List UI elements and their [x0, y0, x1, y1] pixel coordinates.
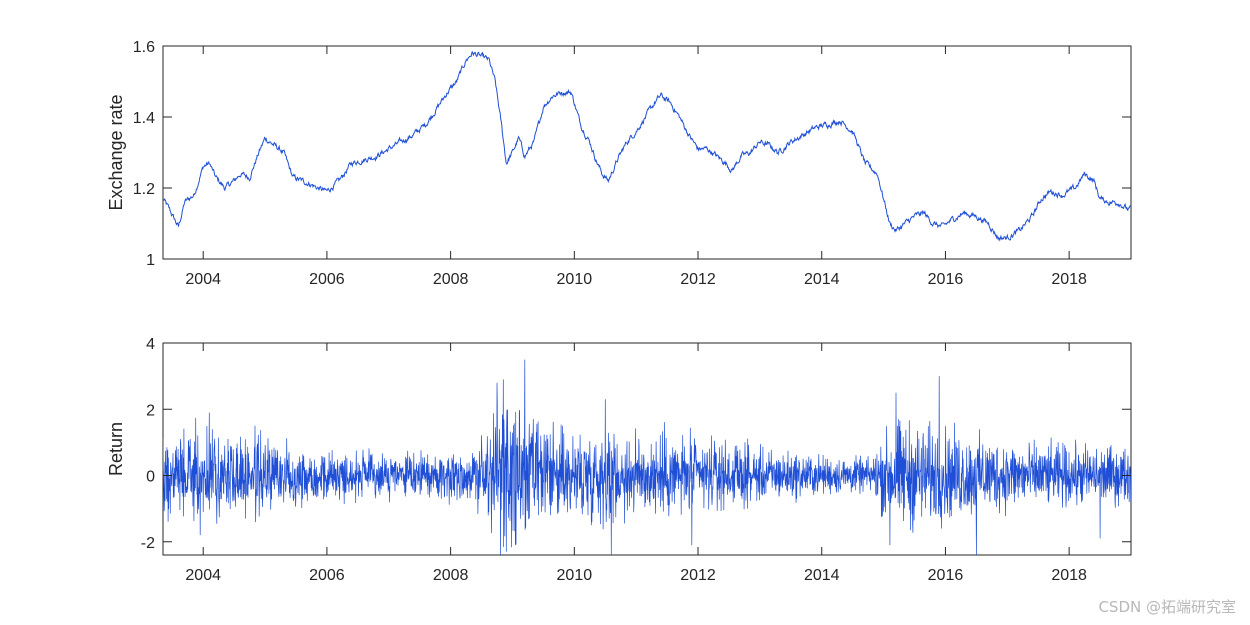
y-tick-label: 1.2: [133, 181, 155, 198]
watermark-text: CSDN @拓端研究室: [1098, 598, 1236, 616]
x-tick-label: 2006: [309, 567, 345, 584]
x-tick-label: 2006: [309, 271, 345, 288]
x-tick-label: 2018: [1051, 567, 1087, 584]
x-tick-label: 2004: [185, 567, 221, 584]
return-y-axis-label: Return: [106, 422, 126, 476]
exchange-rate-y-axis-label: Exchange rate: [106, 94, 126, 210]
return-y-ticks: -2 0 2 4: [141, 336, 1131, 552]
exchange-rate-plot-area: [162, 45, 1132, 260]
x-tick-label: 2008: [433, 271, 469, 288]
return-series-line: [163, 359, 1131, 555]
return-chart: 2004 2006 2008 2010 2012 2014 2016 2018 -2 0 2 4 R…: [106, 336, 1132, 584]
x-tick-label: 2014: [804, 271, 840, 288]
x-tick-label: 2008: [433, 567, 469, 584]
x-tick-label: 2016: [928, 567, 964, 584]
y-tick-label: 0: [146, 469, 155, 486]
return-x-ticks: 2004 2006 2008 2010 2012 2014 2016 2018: [185, 343, 1087, 584]
x-tick-label: 2014: [804, 567, 840, 584]
x-tick-label: 2012: [680, 567, 716, 584]
y-tick-label: 1: [146, 252, 155, 269]
return-series-group: [163, 359, 1131, 555]
x-tick-label: 2010: [557, 567, 593, 584]
exchange-rate-series-line: [163, 50, 1131, 242]
x-tick-label: 2016: [928, 271, 964, 288]
y-tick-label: 1.6: [133, 39, 155, 56]
y-tick-label: 4: [146, 336, 155, 353]
x-tick-label: 2012: [680, 271, 716, 288]
exchange-rate-y-ticks: 1 1.2 1.4 1.6: [133, 39, 1131, 269]
y-tick-label: -2: [141, 535, 155, 552]
x-tick-label: 2018: [1051, 271, 1087, 288]
x-tick-label: 2004: [185, 271, 221, 288]
return-plot-area: [162, 342, 1132, 556]
exchange-rate-x-ticks: 2004 2006 2008 2010 2012 2014 2016 2018: [185, 46, 1087, 288]
exchange-rate-chart: 2004 2006 2008 2010 2012 2014 2016 2018 1 1.2 1.4…: [106, 39, 1132, 288]
y-tick-label: 2: [146, 402, 155, 419]
y-tick-label: 1.4: [133, 110, 155, 127]
x-tick-label: 2010: [557, 271, 593, 288]
